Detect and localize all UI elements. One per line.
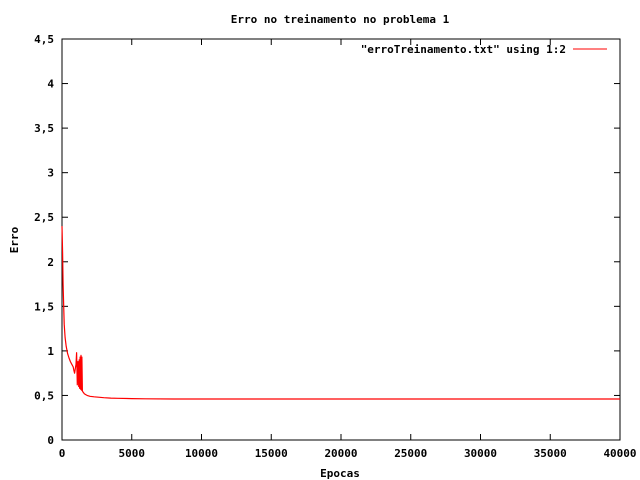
x-tick-label: 35000 [534,447,567,460]
y-tick-label: 4,5 [34,33,54,46]
y-tick-label: 0 [47,434,54,447]
plot-area [61,226,620,400]
legend-label: "erroTreinamento.txt" using 1:2 [361,43,566,56]
chart-title: Erro no treinamento no problema 1 [231,13,450,26]
axes [61,38,621,441]
legend: "erroTreinamento.txt" using 1:2 [361,43,607,56]
y-tick-label: 1,5 [34,300,54,313]
y-tick-label: 3 [47,167,54,180]
x-tick-label: 25000 [394,447,427,460]
y-axis-label: Erro [8,226,21,253]
y-tick-label: 2 [47,256,54,269]
x-tick-label: 10000 [185,447,218,460]
x-axis-label: Epocas [320,467,360,480]
y-tick-label: 4 [47,78,54,91]
ticks: 0 5000 10000 15000 20000 25000 30000 35000 40000… [34,33,636,460]
x-tick-label: 15000 [255,447,288,460]
y-tick-label: 1 [47,345,54,358]
plot-border [61,38,621,441]
y-tick-label: 3,5 [34,122,54,135]
x-tick-label: 20000 [324,447,357,460]
series-line [61,226,620,400]
y-tick-label: 2,5 [34,211,54,224]
y-tick-label: 0,5 [34,389,54,402]
x-tick-label: 0 [59,447,66,460]
x-tick-label: 5000 [119,447,146,460]
x-tick-label: 30000 [464,447,497,460]
x-tick-label: 40000 [603,447,636,460]
